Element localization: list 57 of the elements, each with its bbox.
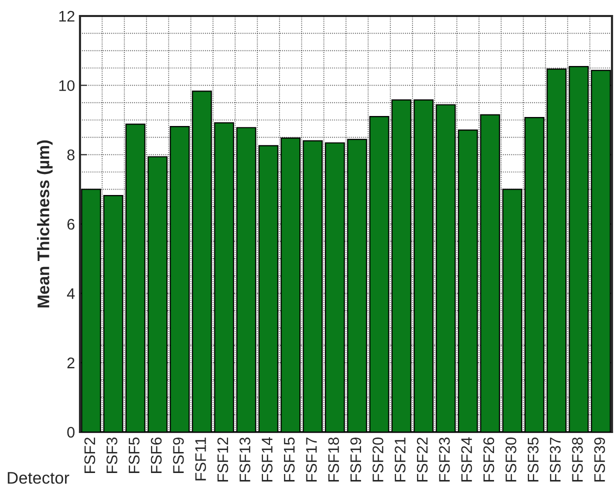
bar	[480, 114, 500, 432]
x-tick-label: FSF5	[128, 438, 140, 473]
bar	[524, 117, 544, 432]
x-tick-label: FSF9	[173, 438, 184, 473]
bar	[236, 127, 256, 432]
x-tick-label: FSF24	[461, 437, 472, 482]
x-tick-label: FSF39	[594, 438, 606, 482]
bar	[414, 99, 434, 432]
bar	[324, 142, 345, 432]
bar	[170, 126, 190, 432]
bar	[192, 90, 212, 432]
bar	[280, 137, 301, 432]
bar	[436, 104, 456, 432]
x-tick-label: FSF3	[106, 438, 118, 473]
bar	[546, 68, 567, 432]
bar	[391, 99, 412, 432]
x-tick-label: FSF30	[506, 437, 516, 482]
y-axis-title: Mean Thickness (µm)	[37, 140, 53, 308]
x-tick-label: FSF35	[528, 438, 539, 482]
y-tick-label: 4	[66, 288, 75, 299]
x-tick-label: FSF2	[84, 438, 96, 473]
bar	[369, 116, 390, 432]
bar	[302, 140, 323, 432]
x-tick-label: FSF22	[416, 438, 428, 482]
y-tick-label: 8	[67, 150, 74, 160]
x-tick-label: FSF23	[439, 438, 450, 482]
bar	[458, 130, 478, 432]
x-tick-label: FSF37	[550, 438, 561, 482]
x-tick-label: FSF14	[262, 437, 273, 482]
x-axis-title: Detector	[8, 472, 70, 484]
x-tick-label: FSF12	[217, 438, 228, 482]
x-tick-label: FSF26	[483, 438, 494, 482]
x-tick-label: FSF13	[240, 438, 250, 482]
x-tick-label: FSF17	[306, 438, 317, 482]
x-tick-label: FSF18	[328, 438, 340, 482]
y-tick-label: 0	[67, 426, 75, 438]
bar	[103, 195, 124, 432]
bar	[148, 156, 168, 432]
y-tick-label: 2	[67, 358, 74, 368]
x-tick-label: FSF38	[572, 438, 583, 482]
x-tick-label: FSF15	[284, 438, 295, 482]
bar	[568, 66, 589, 432]
x-tick-label: FSF11	[195, 438, 206, 480]
y-tick-label: 12	[59, 10, 74, 22]
bar	[347, 138, 368, 432]
x-tick-label: FSF19	[350, 438, 362, 482]
bar	[81, 188, 102, 432]
y-tick-label: 10	[59, 80, 75, 92]
x-tick-label: FSF6	[150, 438, 162, 473]
bar	[502, 188, 522, 432]
bar	[125, 124, 146, 432]
bar	[590, 70, 611, 432]
x-tick-label: FSF20	[372, 437, 384, 482]
x-tick-label: FSF21	[394, 438, 406, 482]
y-tick-label: 6	[67, 218, 74, 230]
bar	[258, 145, 278, 432]
bar	[214, 122, 234, 432]
